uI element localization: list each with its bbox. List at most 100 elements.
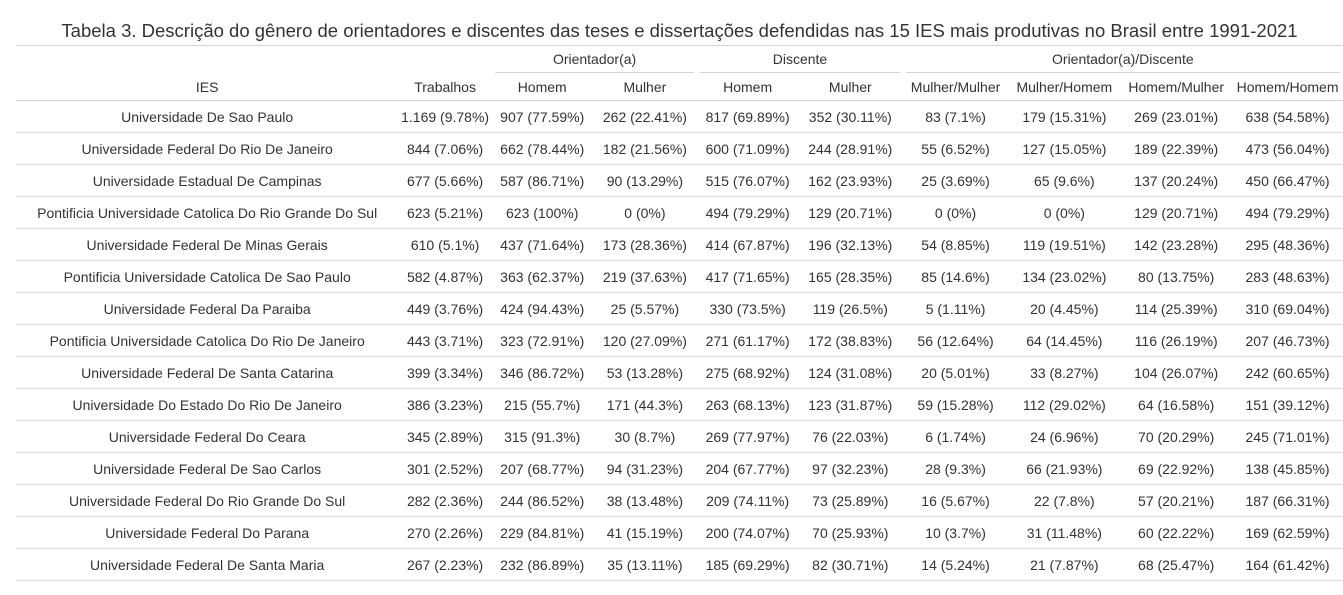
table-cell: 33 (8.27%) [1008,356,1121,389]
table-cell: 5 (1.11%) [902,292,1009,325]
table-cell: 295 (48.36%) [1232,228,1343,261]
table-cell: 270 (2.26%) [398,516,492,549]
table-cell: 0 (0%) [592,196,698,229]
table-cell: 55 (6.52%) [902,132,1009,165]
table-cell: 116 (26.19%) [1120,324,1233,357]
col-mulher-mulher-header: Mulher/Mulher [902,74,1009,101]
ies-name-cell: Universidade Federal De Santa Maria [16,548,399,581]
table-cell: 443 (3.71%) [398,324,492,357]
ies-name-cell: Pontificia Universidade Catolica De Sao … [16,260,399,293]
table-cell: 283 (48.63%) [1232,260,1343,293]
table-cell: 31 (11.48%) [1008,516,1121,549]
table-cell: 65 (9.6%) [1008,164,1121,197]
table-cell: 494 (79.29%) [1232,196,1343,229]
table-cell: 137 (20.24%) [1120,164,1233,197]
table-cell: 229 (84.81%) [491,516,593,549]
table-row: Universidade Do Estado Do Rio De Janeiro… [16,388,1343,421]
table-cell: 424 (94.43%) [491,292,593,325]
ies-name-cell: Universidade Federal Da Paraiba [16,292,399,325]
col-orientador-homem-header: Homem [491,74,593,101]
table-cell: 196 (32.13%) [797,228,903,261]
table-cell: 269 (77.97%) [697,420,798,453]
ies-name-cell: Universidade Federal Do Rio De Janeiro [16,132,399,165]
table-cell: 25 (3.69%) [902,164,1009,197]
table-cell: 450 (66.47%) [1232,164,1343,197]
table-row: Pontificia Universidade Catolica Do Rio … [16,196,1343,229]
table-cell: 262 (22.41%) [592,100,698,133]
table-cell: 97 (32.23%) [797,452,903,485]
col-discente-mulher-header: Mulher [797,74,903,101]
table-cell: 244 (86.52%) [491,484,593,517]
table-row: Pontificia Universidade Catolica Do Rio … [16,324,1343,357]
table-cell: 56 (12.64%) [902,324,1009,357]
data-table: Tabela 3. Descrição do gênero de orienta… [16,16,1343,581]
table-cell: 80 (13.75%) [1120,260,1233,293]
table-cell: 610 (5.1%) [398,228,492,261]
table-cell: 346 (86.72%) [491,356,593,389]
col-homem-mulher-header: Homem/Mulher [1120,74,1233,101]
table-cell: 20 (4.45%) [1008,292,1121,325]
table-cell: 69 (22.92%) [1120,452,1233,485]
table-cell: 82 (30.71%) [797,548,903,581]
table-cell: 90 (13.29%) [592,164,698,197]
table-cell: 83 (7.1%) [902,100,1009,133]
ies-name-cell: Pontificia Universidade Catolica Do Rio … [16,324,399,357]
ies-name-cell: Universidade Federal De Santa Catarina [16,356,399,389]
table-cell: 162 (23.93%) [797,164,903,197]
table-row: Universidade Federal De Sao Carlos 301 (2… [16,452,1343,485]
table-cell: 638 (54.58%) [1232,100,1343,133]
table-cell: 35 (13.11%) [592,548,698,581]
table-cell: 68 (25.47%) [1120,548,1233,581]
table-cell: 41 (15.19%) [592,516,698,549]
spanner-discente: Discente [697,46,902,74]
table-cell: 417 (71.65%) [697,260,798,293]
table-cell: 138 (45.85%) [1232,452,1343,485]
table-cell: 219 (37.63%) [592,260,698,293]
table-row: Universidade Federal De Santa Maria 267 (… [16,548,1343,581]
table-cell: 0 (0%) [902,196,1009,229]
ies-name-cell: Pontificia Universidade Catolica Do Rio … [16,196,399,229]
table-cell: 662 (78.44%) [491,132,593,165]
table-cell: 907 (77.59%) [491,100,593,133]
table-row: Universidade Federal Do Rio Grande Do Su… [16,484,1343,517]
table-cell: 189 (22.39%) [1120,132,1233,165]
table-cell: 151 (39.12%) [1232,388,1343,421]
table-cell: 165 (28.35%) [797,260,903,293]
table-cell: 179 (15.31%) [1008,100,1121,133]
table-cell: 169 (62.59%) [1232,516,1343,549]
table-cell: 414 (67.87%) [697,228,798,261]
table-cell: 345 (2.89%) [398,420,492,453]
table-cell: 844 (7.06%) [398,132,492,165]
table-cell: 104 (26.07%) [1120,356,1233,389]
table-cell: 399 (3.34%) [398,356,492,389]
table-cell: 301 (2.52%) [398,452,492,485]
table-row: Universidade Federal De Minas Gerais 610 … [16,228,1343,261]
table-cell: 386 (3.23%) [398,388,492,421]
table-cell: 123 (31.87%) [797,388,903,421]
table-cell: 215 (55.7%) [491,388,593,421]
table-cell: 171 (44.3%) [592,388,698,421]
table-cell: 587 (86.71%) [491,164,593,197]
table-row: Universidade Federal Do Ceara 345 (2.89%)… [16,420,1343,453]
spanner-orientador: Orientador(a) [492,46,697,74]
table-cell: 173 (28.36%) [592,228,698,261]
col-discente-homem-header: Homem [697,74,798,101]
table-row: Universidade Estadual De Campinas 677 (5.… [16,164,1343,197]
spanner-orientador-discente-label: Orientador(a)/Discente [905,47,1340,73]
ies-name-cell: Universidade Federal De Minas Gerais [16,228,399,261]
col-ies-header: IES [16,74,399,101]
table-cell: 582 (4.87%) [398,260,492,293]
table-cell: 60 (22.22%) [1120,516,1233,549]
table-cell: 21 (7.87%) [1008,548,1121,581]
table-cell: 124 (31.08%) [797,356,903,389]
table-cell: 6 (1.74%) [902,420,1009,453]
table-cell: 352 (30.11%) [797,100,903,133]
table-cell: 76 (22.03%) [797,420,903,453]
table-cell: 112 (29.02%) [1008,388,1121,421]
table-cell: 200 (74.07%) [697,516,798,549]
table-cell: 182 (21.56%) [592,132,698,165]
table-cell: 185 (69.29%) [697,548,798,581]
table-cell: 282 (2.36%) [398,484,492,517]
table-cell: 623 (100%) [491,196,593,229]
